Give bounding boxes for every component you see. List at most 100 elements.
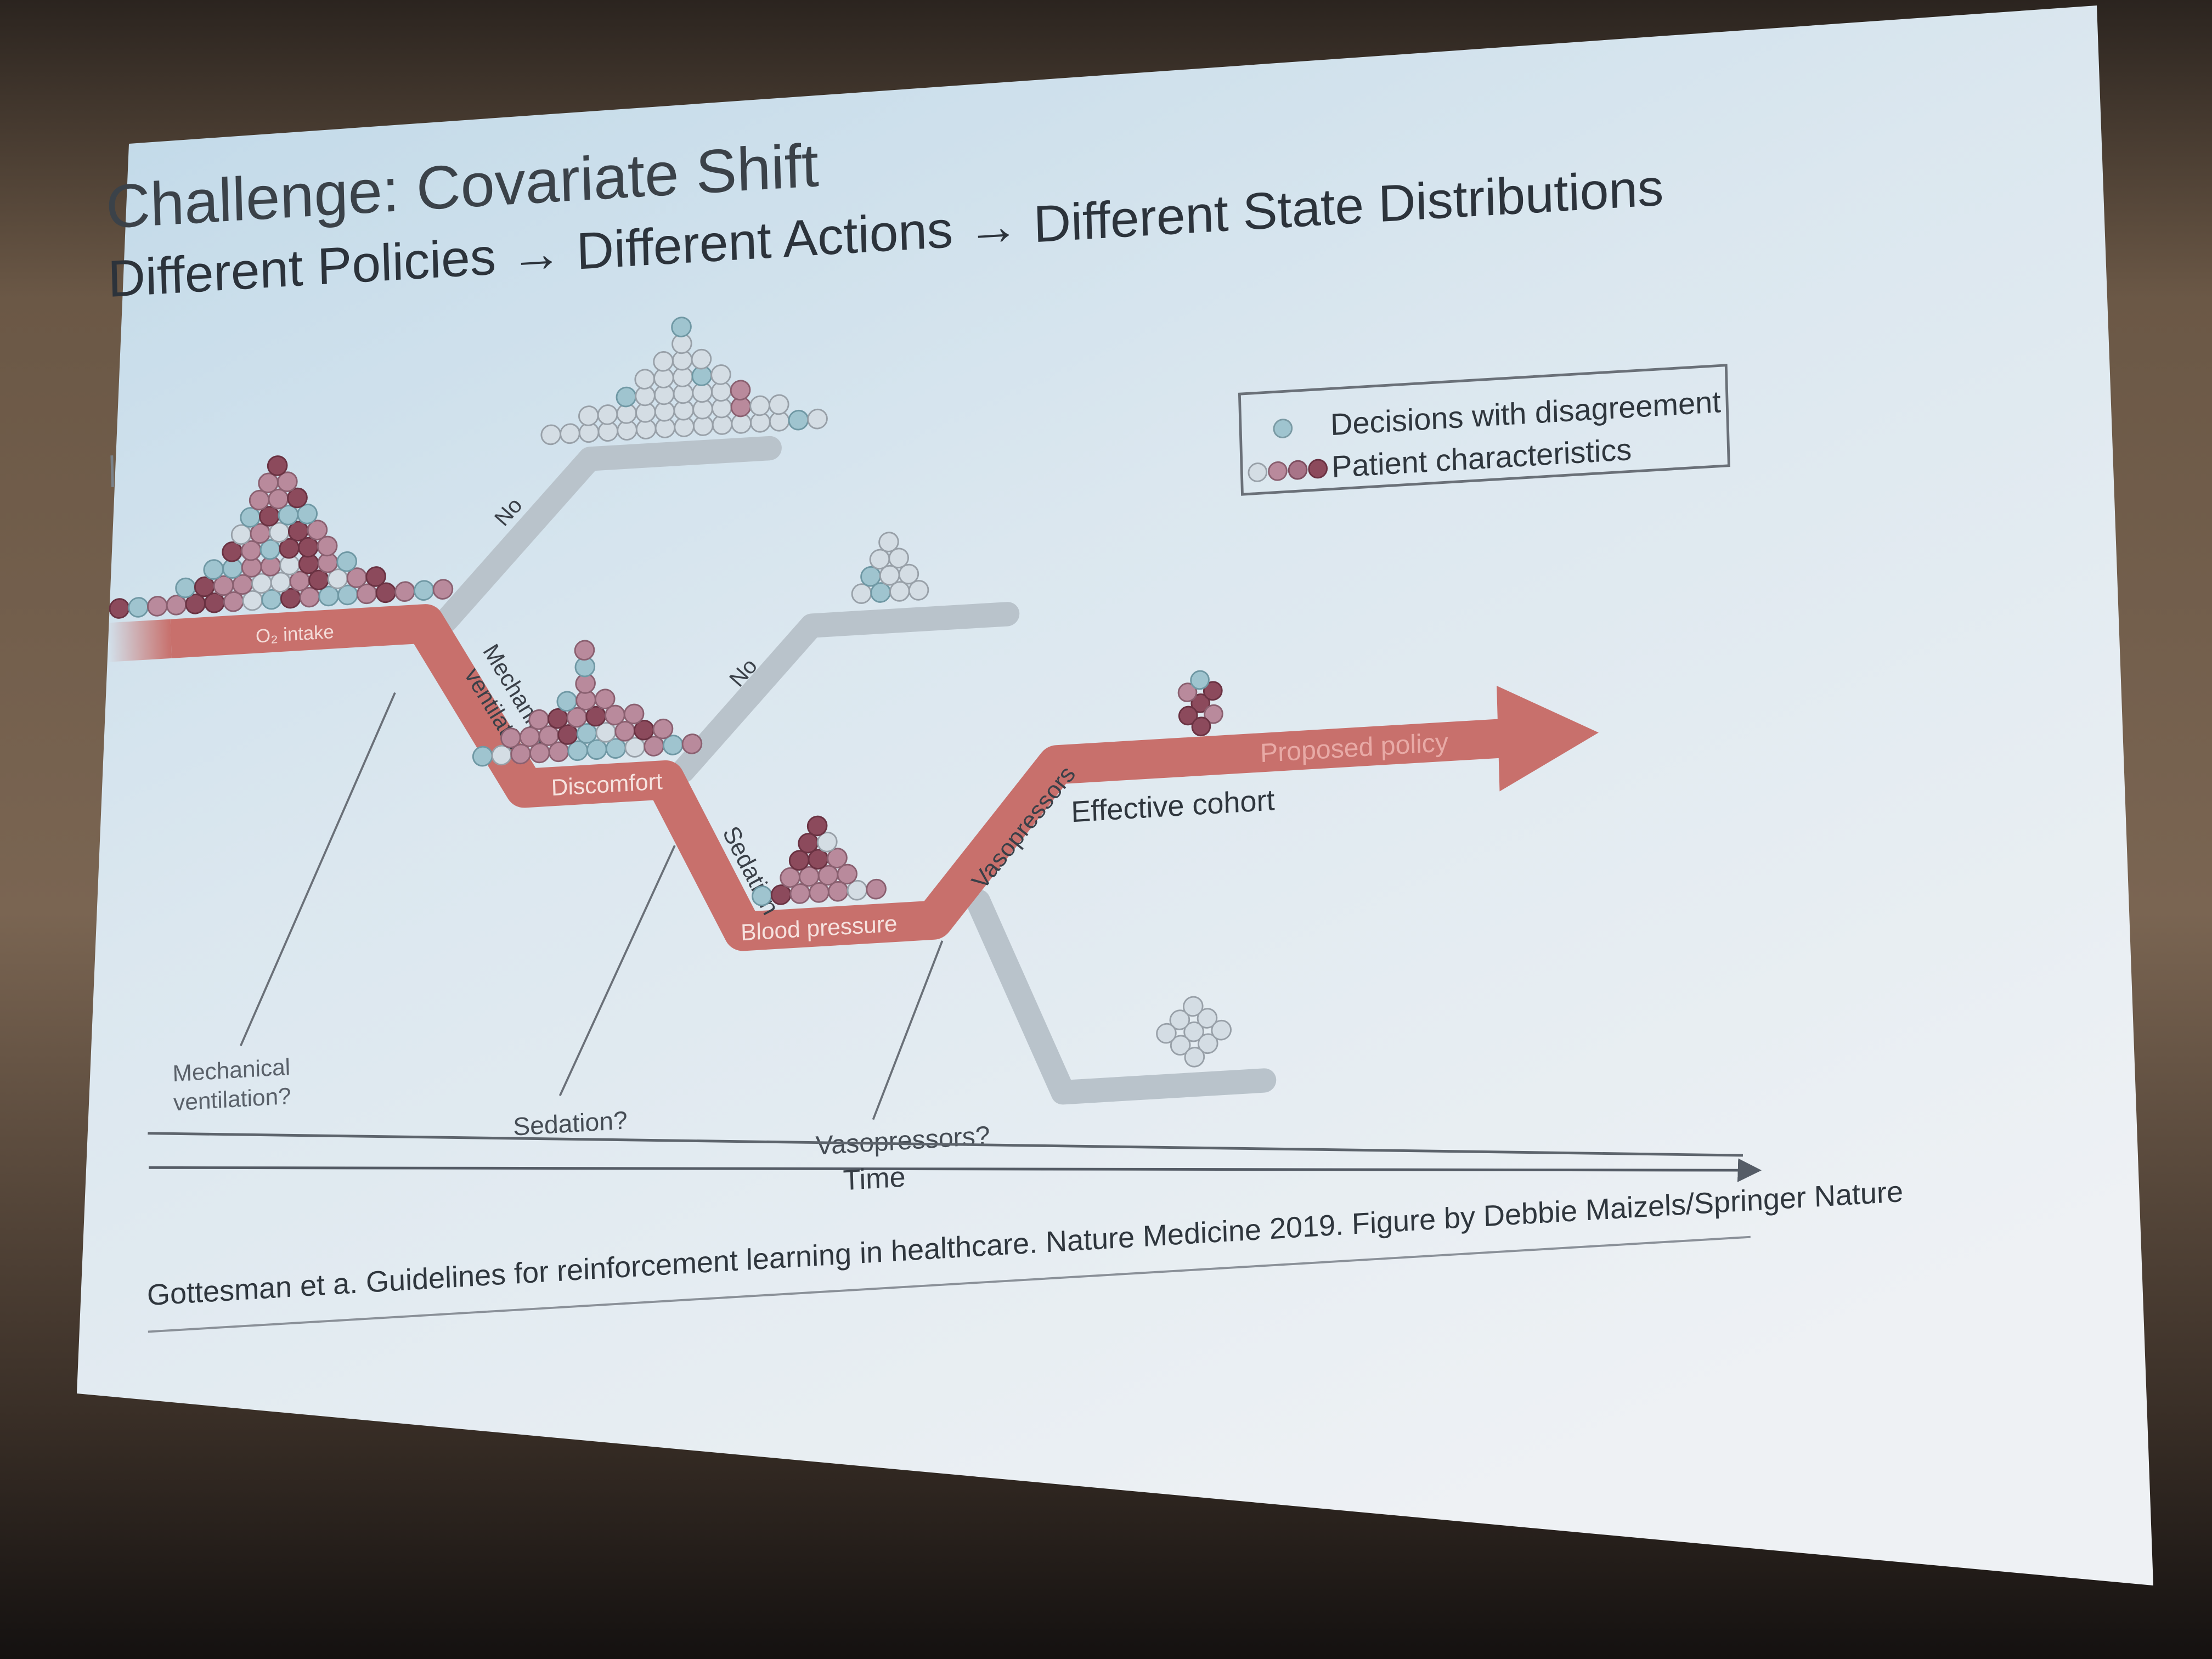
- cluster-bp-dot: [806, 815, 828, 837]
- legend-dot-4: [1308, 459, 1328, 479]
- cluster-effective-dot: [1203, 681, 1223, 701]
- time-axis-label: Time: [843, 1161, 906, 1197]
- cluster-bp-dot: [827, 848, 848, 868]
- cluster-no2-dot: [888, 548, 909, 569]
- cluster-discomfort-dot: [556, 691, 578, 712]
- cluster-o2-dot: [287, 487, 308, 509]
- cluster-bp-dot: [866, 878, 887, 900]
- cluster-vaso-down-dot: [1156, 1023, 1177, 1044]
- cluster-no2-dot: [898, 563, 919, 585]
- alternative-branches: [433, 436, 1277, 1105]
- branch-no-2: [671, 602, 1020, 783]
- citation-rule: [148, 1235, 1751, 1333]
- cluster-o2-dot: [297, 504, 318, 524]
- cluster-effective-dot: [1178, 706, 1198, 726]
- cluster-no2-dot: [878, 532, 899, 552]
- cluster-no1-dot: [634, 369, 655, 390]
- cluster-bp-dot: [788, 850, 810, 871]
- cluster-discomfort-dot: [519, 726, 540, 747]
- cluster-bp-dot: [752, 885, 772, 906]
- cluster-o2-dot: [394, 581, 415, 602]
- dot-clusters: [109, 317, 1232, 1068]
- cluster-discomfort-dot: [491, 744, 512, 766]
- cluster-discomfort-dot: [472, 746, 493, 767]
- cluster-no1-dot: [578, 405, 599, 426]
- cluster-o2-dot: [267, 455, 288, 476]
- cluster-bp-dot: [770, 884, 792, 905]
- cluster-no1-dot: [730, 380, 751, 401]
- cluster-no1-dot: [671, 317, 692, 337]
- legend-dot-2: [1268, 461, 1288, 481]
- cluster-no1-dot: [807, 408, 828, 430]
- cluster-discomfort-dot: [681, 733, 703, 754]
- cluster-no1-dot: [653, 351, 674, 372]
- cluster-discomfort-dot: [500, 727, 521, 748]
- cluster-vaso-down-dot: [1197, 1008, 1218, 1029]
- cluster-no1-dot: [560, 423, 580, 444]
- cluster-o2-dot: [147, 596, 168, 617]
- cluster-o2-dot: [222, 541, 242, 562]
- cluster-vaso-down-dot: [1183, 1021, 1204, 1042]
- cluster-discomfort-dot: [594, 689, 616, 710]
- cluster-o2-dot: [432, 579, 454, 600]
- cluster-vaso-down-dot: [1184, 1047, 1205, 1068]
- cluster-o2-dot: [166, 595, 187, 616]
- cluster-bp-dot: [798, 833, 819, 854]
- question-leaders: [239, 692, 944, 1120]
- cluster-no2-dot: [908, 580, 929, 601]
- legend-dot-3: [1288, 460, 1308, 480]
- cluster-no1-dot: [788, 409, 809, 431]
- cluster-bp-dot: [817, 831, 838, 853]
- cluster-no1-dot: [540, 424, 562, 445]
- cluster-o2-dot: [249, 489, 270, 511]
- branch-no-1: [433, 436, 782, 633]
- cluster-o2-dot: [128, 597, 149, 618]
- leader-sedation: [558, 845, 676, 1096]
- legend-box: [1238, 364, 1730, 496]
- proposed-policy-arrowhead: [1497, 685, 1599, 792]
- cluster-o2-dot: [317, 535, 338, 557]
- proposed-policy-path: [170, 604, 1502, 951]
- cluster-discomfort-dot: [528, 709, 549, 730]
- policy-fade-start: [107, 619, 172, 662]
- axis-top-tick: [110, 455, 114, 488]
- cluster-effective-dot: [1177, 682, 1198, 702]
- cluster-effective-dot: [1191, 716, 1211, 737]
- cluster-o2-dot: [258, 472, 279, 494]
- cluster-discomfort-dot: [574, 640, 595, 661]
- cluster-o2-dot: [307, 520, 328, 540]
- cluster-o2-dot: [194, 576, 215, 597]
- cluster-no1-dot: [691, 348, 712, 370]
- cluster-discomfort-dot: [623, 703, 645, 725]
- cluster-effective-dot: [1204, 704, 1223, 724]
- cluster-o2-dot: [203, 559, 224, 580]
- baseline-rule: [148, 1132, 1743, 1157]
- cluster-discomfort-dot: [547, 708, 568, 729]
- legend-patient-dots: [1248, 459, 1328, 482]
- cluster-no1-dot: [769, 394, 789, 415]
- legend-dot-1: [1248, 462, 1268, 482]
- cluster-vaso-down-dot: [1197, 1033, 1218, 1054]
- time-axis: [149, 1158, 1762, 1182]
- cluster-o2-dot: [365, 566, 386, 587]
- cluster-effective-dot: [1190, 693, 1211, 713]
- cluster-no1-dot: [749, 395, 770, 416]
- cluster-o2-dot: [109, 598, 130, 619]
- cluster-vaso-down-dot: [1170, 1035, 1191, 1056]
- cluster-vaso-down-dot: [1182, 996, 1204, 1017]
- leader-mech: [239, 692, 396, 1046]
- cluster-vaso-down-dot: [1169, 1009, 1190, 1030]
- cluster-discomfort-dot: [652, 718, 674, 740]
- cluster-bp-dot: [780, 867, 800, 888]
- cluster-vaso-down-dot: [1211, 1019, 1232, 1041]
- cluster-o2-dot: [277, 471, 298, 493]
- leader-vaso: [872, 940, 944, 1120]
- cluster-bp-dot: [837, 864, 858, 885]
- cluster-effective-dot: [1190, 670, 1210, 690]
- cluster-o2-dot: [336, 551, 357, 572]
- cluster-o2-dot: [240, 507, 261, 528]
- cluster-o2-dot: [230, 524, 252, 545]
- stage-label-o2: O₂ intake: [256, 622, 335, 647]
- cluster-o2-dot: [175, 577, 196, 599]
- cluster-no1-dot: [710, 364, 731, 385]
